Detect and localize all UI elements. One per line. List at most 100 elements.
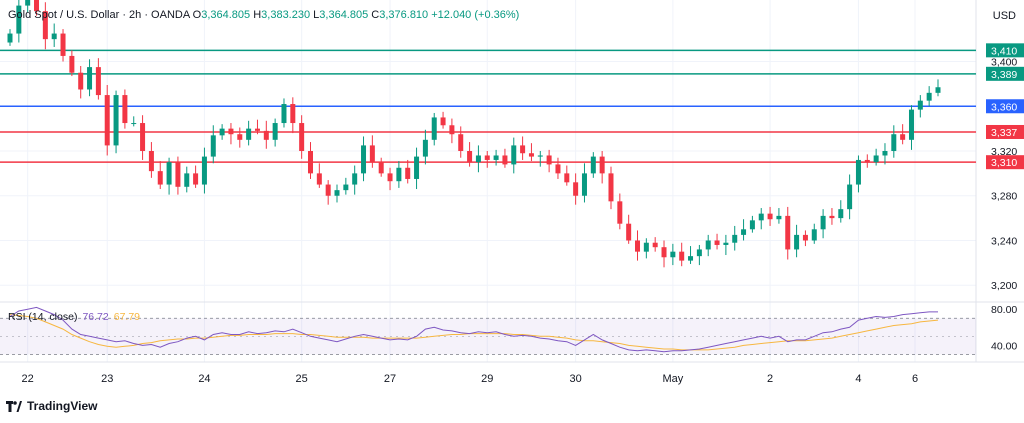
candle xyxy=(219,124,225,140)
price-tick-label: 3,240 xyxy=(991,235,1017,247)
candle-body xyxy=(564,173,570,183)
level-label-bg xyxy=(986,43,1024,58)
rsi-legend[interactable]: RSI (14, close) 76.72 67.79 xyxy=(8,311,140,323)
candle xyxy=(493,149,499,166)
open-value: 3,364.805 xyxy=(201,9,251,21)
candle-body xyxy=(484,155,490,160)
candles xyxy=(7,0,941,268)
candle xyxy=(467,142,473,167)
candle xyxy=(643,238,649,259)
candle-body xyxy=(334,190,340,196)
open-label: O xyxy=(192,9,202,21)
candle-body xyxy=(590,156,596,174)
candle xyxy=(626,214,632,244)
candle-body xyxy=(87,67,93,90)
rsi-pane xyxy=(0,306,976,355)
level-label: 3,360 xyxy=(991,101,1017,113)
grid-layer xyxy=(0,0,1024,363)
candle xyxy=(652,237,658,252)
candle xyxy=(263,120,269,149)
candle-body xyxy=(272,123,278,140)
candle-body xyxy=(7,33,13,43)
candle-body xyxy=(254,128,260,131)
candle-body xyxy=(78,72,84,90)
candle xyxy=(87,59,93,97)
candle xyxy=(60,29,66,62)
candle xyxy=(573,173,579,205)
candle-body xyxy=(352,173,358,185)
candle xyxy=(847,174,853,220)
candle-body xyxy=(573,182,579,196)
candle-body xyxy=(219,128,225,136)
candle xyxy=(758,208,764,230)
candle xyxy=(820,209,826,239)
candle xyxy=(873,148,879,166)
candle-body xyxy=(935,87,941,93)
candle-body xyxy=(131,123,137,125)
candle-body xyxy=(228,128,234,135)
candle xyxy=(25,0,31,13)
candle xyxy=(661,240,667,268)
candle-body xyxy=(847,184,853,210)
candle-body xyxy=(785,215,791,250)
candle xyxy=(555,157,561,179)
symbol-header: Gold Spot / U.S. Dollar · 2h · OANDA O3,… xyxy=(8,9,519,21)
candle-body xyxy=(537,155,543,157)
rsi-value: 76.72 xyxy=(82,311,109,323)
candle-body xyxy=(422,139,428,157)
candle-body xyxy=(396,167,402,182)
candle xyxy=(95,58,101,100)
candle-body xyxy=(705,240,711,250)
candle-body xyxy=(661,247,667,258)
time-tick-label: 24 xyxy=(198,373,210,385)
candle-body xyxy=(449,125,455,135)
candle-body xyxy=(635,240,641,252)
candle-body xyxy=(122,95,128,124)
candle-body xyxy=(811,229,817,241)
candle xyxy=(599,151,605,184)
candle-body xyxy=(69,55,75,73)
candle xyxy=(431,112,437,146)
candle-body xyxy=(679,251,685,261)
currency-label[interactable]: USD xyxy=(992,10,1016,22)
candle-body xyxy=(617,201,623,224)
tradingview-logo[interactable]: TradingView xyxy=(6,399,97,413)
candle-body xyxy=(714,240,720,245)
time-tick-label: 4 xyxy=(855,373,861,385)
candle xyxy=(193,165,199,188)
candle-body xyxy=(502,155,508,165)
candle xyxy=(325,180,331,205)
candle xyxy=(78,65,84,99)
candle-body xyxy=(405,167,411,179)
candle xyxy=(908,105,914,150)
candle xyxy=(51,23,57,47)
candle-body xyxy=(741,229,747,235)
candle-body xyxy=(776,215,782,220)
candle-body xyxy=(838,209,844,219)
symbol-title[interactable]: Gold Spot / U.S. Dollar · 2h · OANDA xyxy=(8,9,190,21)
candle-body xyxy=(210,135,216,157)
candle-body xyxy=(316,173,322,185)
candle xyxy=(16,0,22,43)
candle-body xyxy=(157,171,163,185)
candle xyxy=(210,125,216,164)
candle xyxy=(767,206,773,226)
time-tick-label: 30 xyxy=(570,373,582,385)
candle-body xyxy=(290,104,296,124)
candle-body xyxy=(184,173,190,187)
candle xyxy=(246,120,252,146)
candle-body xyxy=(652,242,658,248)
level-label: 3,337 xyxy=(991,127,1017,139)
price-tick-label: 3,280 xyxy=(991,191,1017,203)
candle xyxy=(334,184,340,203)
candle-body xyxy=(42,11,48,40)
high-value: 3,383.230 xyxy=(261,9,311,21)
candle-body xyxy=(908,109,914,140)
time-tick-label: 25 xyxy=(296,373,308,385)
time-tick-label: 6 xyxy=(912,373,918,385)
candle-body xyxy=(16,5,22,34)
candle-body xyxy=(34,0,40,12)
